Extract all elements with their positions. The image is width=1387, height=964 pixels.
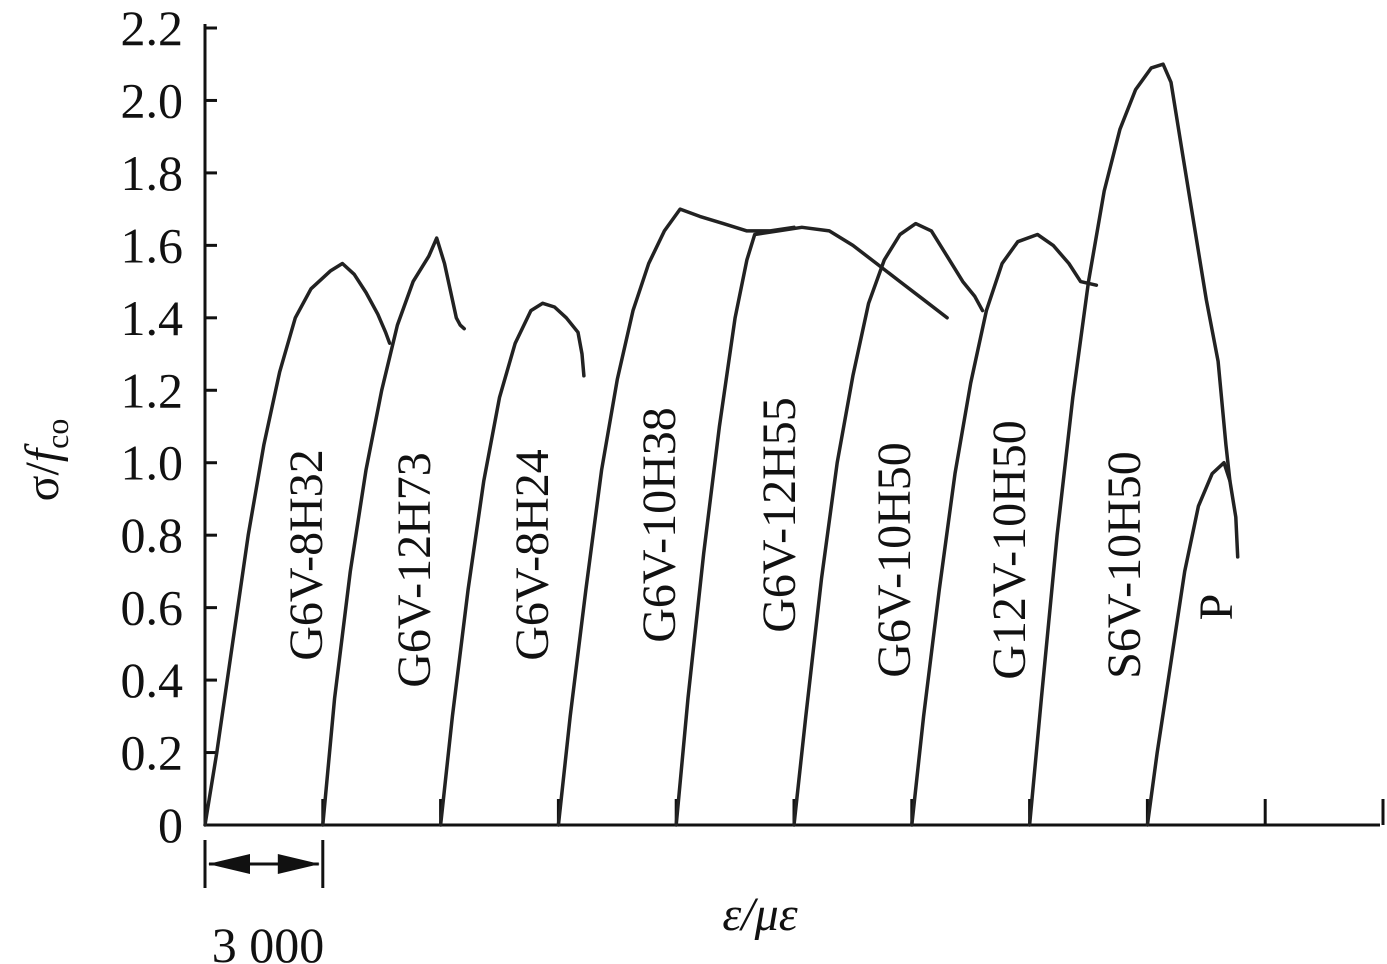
- y-tick-label: 1.2: [121, 362, 184, 418]
- x-axis-ticks: [321, 799, 1385, 825]
- series-curve-g6v-8h24: [438, 301, 586, 827]
- y-tick-label: 0.2: [121, 725, 184, 781]
- series-label: G6V-12H73: [388, 452, 441, 688]
- series-curve-p: [1145, 460, 1240, 827]
- scale-bar-arrow-right: [277, 854, 320, 874]
- series-curve-g6v-12h73: [321, 236, 466, 827]
- x-axis-title: ε/με: [722, 888, 797, 941]
- series-label: G6V-10H50: [868, 442, 921, 678]
- y-tick-label: 0.6: [121, 580, 184, 636]
- y-tick-label: 0.4: [121, 652, 184, 708]
- series-label: G6V-10H38: [633, 407, 686, 643]
- series-label: G6V-8H24: [506, 449, 559, 661]
- series-curve-g6v-12h55: [674, 225, 949, 827]
- series-label: G12V-10H50: [983, 420, 1036, 680]
- series-curves: [203, 62, 1240, 827]
- y-tick-label: 1.4: [121, 290, 184, 346]
- y-axis-ticks: 0 0.2 0.4 0.6 0.8 1.0 1.2 1.4 1.6 1.8 2.0 2.2: [121, 0, 217, 853]
- x-scale-bar-label: 3 000: [212, 917, 325, 964]
- series-curve-s6v-10h50: [1027, 62, 1232, 827]
- y-tick-label: 2.2: [121, 0, 184, 56]
- y-axis-title: σ/fco: [16, 419, 75, 502]
- y-tick-label: 2.0: [121, 72, 184, 128]
- y-tick-label: 1.0: [121, 435, 184, 491]
- series-label: G6V-8H32: [280, 449, 333, 661]
- series-label: P: [1190, 594, 1243, 621]
- series-label: S6V-10H50: [1098, 451, 1151, 679]
- y-tick-label: 1.6: [121, 217, 184, 273]
- series-curve-g6v-8h32: [203, 261, 392, 827]
- series-curve-g6v-10h38: [556, 207, 796, 827]
- x-scale-bar: [203, 840, 325, 888]
- scale-bar-arrow-left: [208, 854, 250, 874]
- series-label: G6V-12H55: [753, 397, 806, 633]
- series-labels: G6V-8H32 G6V-12H73 G6V-8H24 G6V-10H38 G6V-12…: [280, 397, 1243, 688]
- y-tick-label: 0.8: [121, 507, 184, 563]
- series-curve-g6v-10h50: [792, 221, 985, 827]
- y-tick-label: 0: [158, 797, 183, 853]
- y-tick-label: 1.8: [121, 145, 184, 201]
- series-curve-g12v-10h50: [910, 232, 1099, 827]
